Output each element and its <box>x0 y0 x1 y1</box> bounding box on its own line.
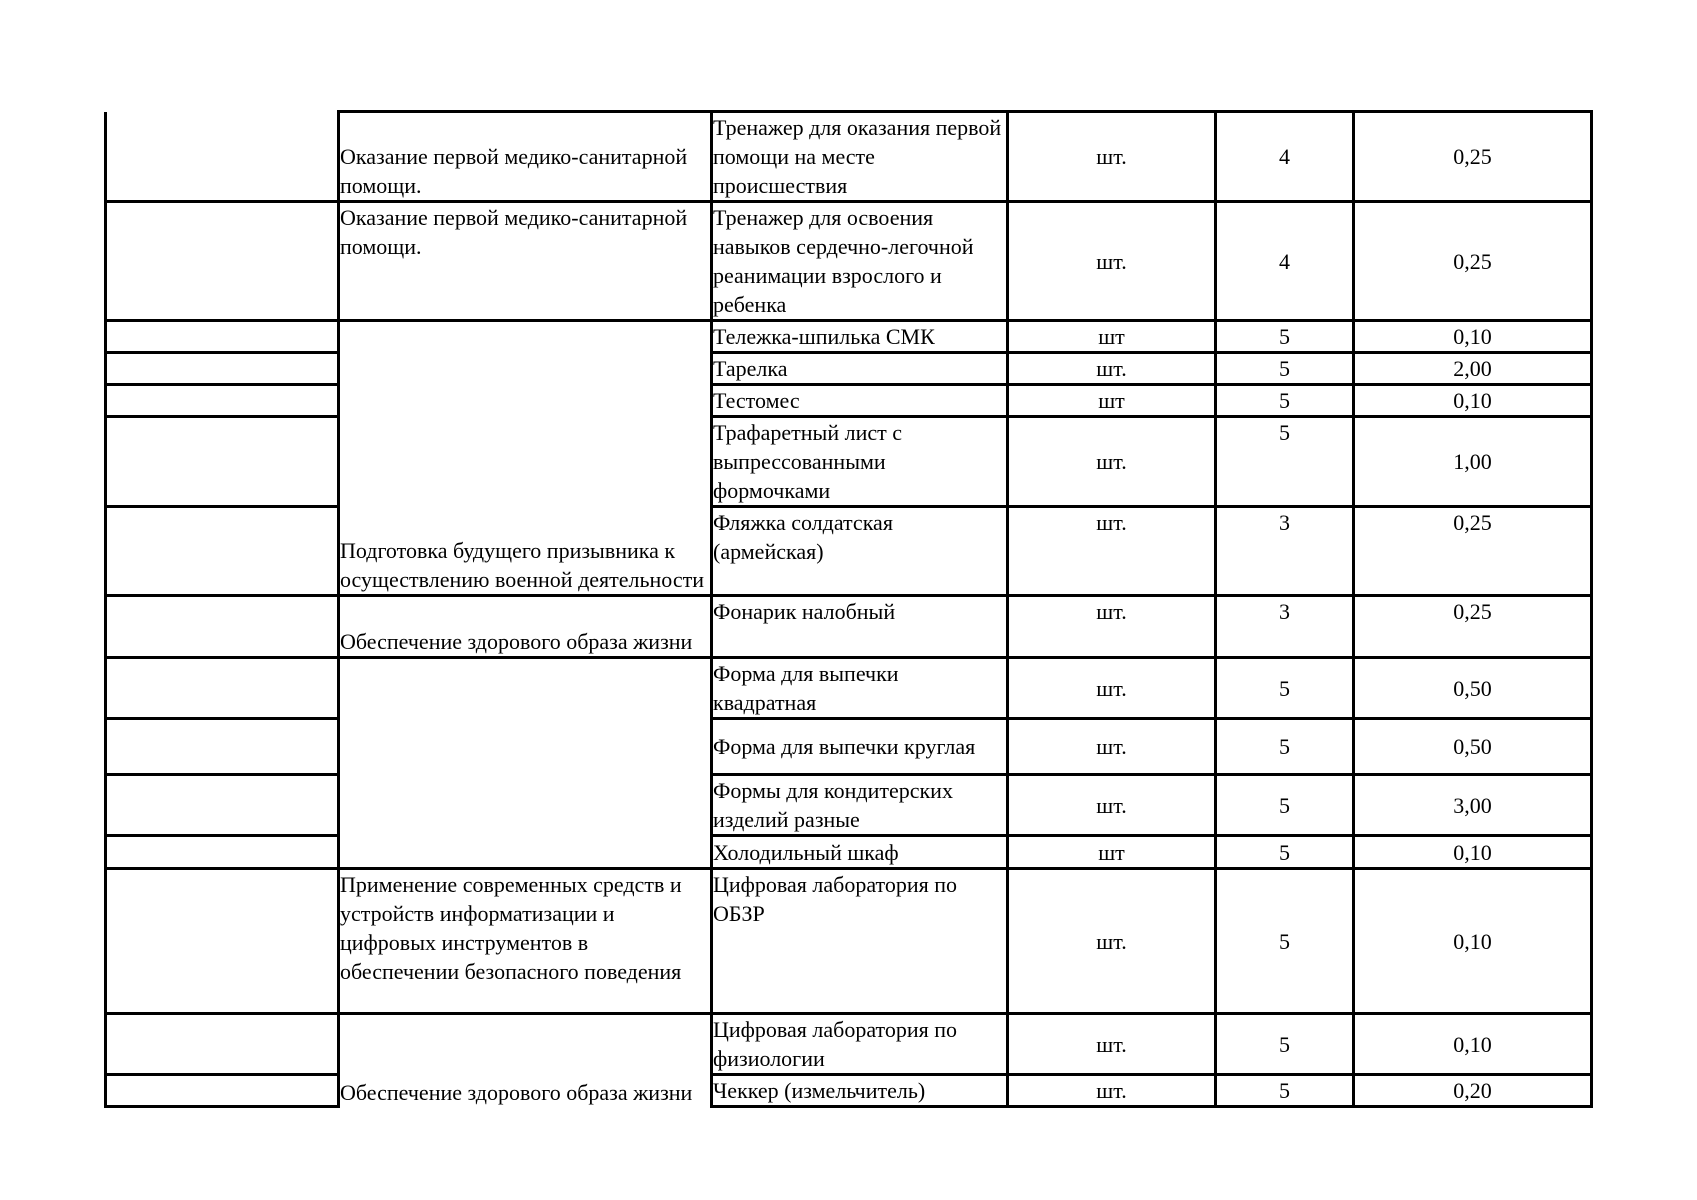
unit-cell: шт. <box>1006 1073 1217 1108</box>
left-margin-cell <box>104 1073 340 1108</box>
equipment-cell: Чеккер (измельчитель) <box>710 1073 1009 1108</box>
equipment-cell: Цифровая лаборатория по ОБЗР <box>710 867 1009 1015</box>
table-row: Оказание первой медико-санитарной помощи… <box>104 110 1593 203</box>
left-margin-cell <box>104 351 340 386</box>
left-margin-cell <box>104 594 340 659</box>
equipment-cell: Формы для кондитерских изделий разные <box>710 773 1009 837</box>
unit-cell: шт. <box>1006 505 1217 597</box>
qty-cell: 4 <box>1214 110 1355 203</box>
equipment-cell: Холодильный шкаф <box>710 834 1009 870</box>
table-row: Оказание первой медико-санитарной помощи… <box>104 200 1593 322</box>
left-margin-cell <box>104 834 340 870</box>
table-row: Фляжка солдатская (армейская) шт. 3 0,25 <box>104 505 1593 597</box>
equipment-cell: Фляжка солдатская (армейская) <box>710 505 1009 597</box>
coeff-cell: 1,00 <box>1352 415 1593 508</box>
unit-cell: шт. <box>1006 594 1217 659</box>
qty-cell: 5 <box>1214 773 1355 837</box>
left-margin-cell <box>104 1012 340 1076</box>
activity-cell: Подготовка будущего призывника к осущест… <box>337 319 713 597</box>
table-row: Форма для выпечки квадратная шт. 5 0,50 <box>104 656 1593 870</box>
qty-cell: 5 <box>1214 319 1355 354</box>
unit-cell: шт. <box>1006 200 1217 322</box>
unit-cell: шт. <box>1006 773 1217 837</box>
left-margin-cell <box>104 111 340 203</box>
equipment-cell: Тестомес <box>710 383 1009 418</box>
coeff-cell: 0,25 <box>1352 200 1593 322</box>
coeff-cell: 0,10 <box>1352 867 1593 1015</box>
left-margin-cell <box>104 656 340 720</box>
left-margin-cell <box>104 773 340 837</box>
activity-cell: Оказание первой медико-санитарной помощи… <box>337 110 713 203</box>
qty-cell: 5 <box>1214 834 1355 870</box>
coeff-cell: 0,10 <box>1352 834 1593 870</box>
unit-cell: шт. <box>1006 656 1217 720</box>
table-row: Применение современных средств и устройс… <box>104 867 1593 1015</box>
activity-cell: Применение современных средств и устройс… <box>337 867 713 1015</box>
left-margin-cell <box>104 505 340 597</box>
coeff-cell: 0,25 <box>1352 594 1593 659</box>
coeff-cell: 3,00 <box>1352 773 1593 837</box>
qty-cell: 5 <box>1214 415 1355 508</box>
equipment-cell: Форма для выпечки квадратная <box>710 656 1009 720</box>
qty-cell: 5 <box>1214 1073 1355 1108</box>
equipment-cell: Тренажер для оказания первой помощи на м… <box>710 110 1009 203</box>
unit-cell: шт. <box>1006 110 1217 203</box>
table-row: Трафаретный лист с выпрессованными формо… <box>104 415 1593 508</box>
table-row: Подготовка будущего призывника к осущест… <box>104 319 1593 597</box>
table-row: Обеспечение здорового образа жизни Фонар… <box>104 594 1593 659</box>
left-margin-cell <box>104 717 340 776</box>
equipment-cell: Тарелка <box>710 351 1009 386</box>
table-row: Тестомес шт 5 0,10 <box>104 383 1593 418</box>
unit-cell: шт. <box>1006 351 1217 386</box>
coeff-cell: 2,00 <box>1352 351 1593 386</box>
activity-cell: Обеспечение здорового образа жизни <box>337 594 713 659</box>
coeff-cell: 0,10 <box>1352 1012 1593 1076</box>
left-margin-cell <box>104 200 340 322</box>
activity-cell <box>337 656 713 870</box>
coeff-cell: 0,25 <box>1352 110 1593 203</box>
equipment-cell: Тренажер для освоения навыков сердечно-л… <box>710 200 1009 322</box>
left-margin-cell <box>104 383 340 418</box>
table-row: Холодильный шкаф шт 5 0,10 <box>104 834 1593 870</box>
coeff-cell: 0,50 <box>1352 717 1593 776</box>
qty-cell: 5 <box>1214 351 1355 386</box>
table-row: Форма для выпечки круглая шт. 5 0,50 <box>104 717 1593 776</box>
equipment-cell: Тележка-шпилька СМК <box>710 319 1009 354</box>
table-row: Обеспечение здорового образа жизни Цифро… <box>104 1012 1593 1107</box>
equipment-table: Оказание первой медико-санитарной помощи… <box>104 110 1593 1108</box>
table-row: Формы для кондитерских изделий разные шт… <box>104 773 1593 837</box>
qty-cell: 3 <box>1214 505 1355 597</box>
table-row: Чеккер (измельчитель) шт. 5 0,20 <box>104 1073 1593 1108</box>
coeff-cell: 0,20 <box>1352 1073 1593 1108</box>
unit-cell: шт. <box>1006 1012 1217 1076</box>
unit-cell: шт. <box>1006 415 1217 508</box>
left-margin-cell <box>104 415 340 508</box>
qty-cell: 5 <box>1214 656 1355 720</box>
equipment-cell: Цифровая лаборатория по физиологии <box>710 1012 1009 1076</box>
qty-cell: 5 <box>1214 717 1355 776</box>
equipment-cell: Трафаретный лист с выпрессованными формо… <box>710 415 1009 508</box>
table-row: Тарелка шт. 5 2,00 <box>104 351 1593 386</box>
activity-cell: Обеспечение здорового образа жизни <box>337 1012 713 1107</box>
coeff-cell: 0,10 <box>1352 383 1593 418</box>
left-margin-cell <box>104 319 340 354</box>
unit-cell: шт. <box>1006 867 1217 1015</box>
left-margin-cell <box>104 867 340 1015</box>
qty-cell: 4 <box>1214 200 1355 322</box>
qty-cell: 5 <box>1214 1012 1355 1076</box>
qty-cell: 5 <box>1214 867 1355 1015</box>
qty-cell: 3 <box>1214 594 1355 659</box>
coeff-cell: 0,10 <box>1352 319 1593 354</box>
unit-cell: шт. <box>1006 717 1217 776</box>
activity-cell: Оказание первой медико-санитарной помощи… <box>337 200 713 322</box>
unit-cell: шт <box>1006 319 1217 354</box>
unit-cell: шт <box>1006 834 1217 870</box>
unit-cell: шт <box>1006 383 1217 418</box>
equipment-cell: Фонарик налобный <box>710 594 1009 659</box>
qty-cell: 5 <box>1214 383 1355 418</box>
equipment-cell: Форма для выпечки круглая <box>710 717 1009 776</box>
coeff-cell: 0,50 <box>1352 656 1593 720</box>
coeff-cell: 0,25 <box>1352 505 1593 597</box>
